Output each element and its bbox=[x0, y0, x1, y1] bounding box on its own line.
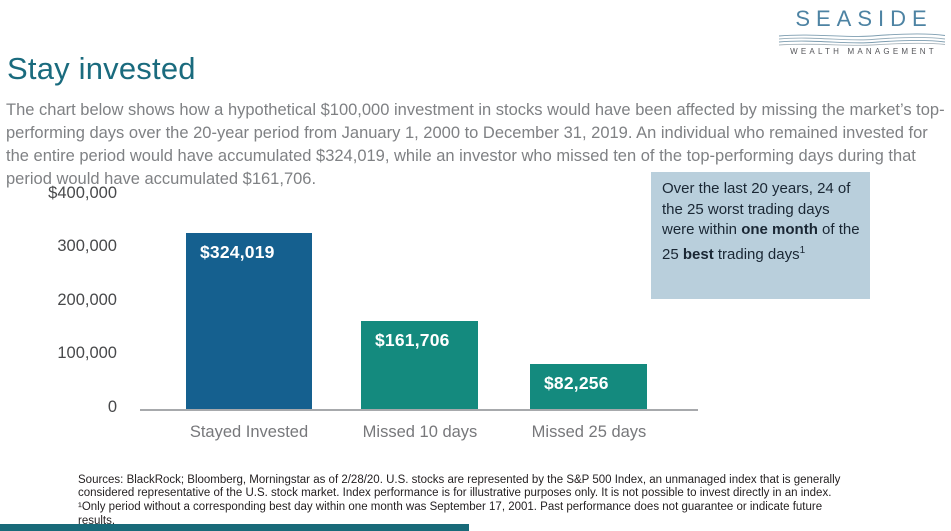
bottom-accent-bar bbox=[0, 524, 469, 531]
y-axis-tick: $400,000 bbox=[48, 184, 117, 202]
y-axis-tick: 200,000 bbox=[57, 291, 117, 309]
bar-0: $324,019 bbox=[186, 233, 312, 409]
x-axis-label: Missed 25 days bbox=[531, 423, 647, 441]
bar-value-label: $324,019 bbox=[200, 242, 275, 262]
bar-2: $82,256 bbox=[530, 364, 647, 409]
bar-value-label: $161,706 bbox=[375, 330, 450, 350]
logo-tagline: WEALTH MANAGEMENT bbox=[790, 47, 937, 56]
y-axis-tick: 100,000 bbox=[57, 344, 117, 362]
y-axis-tick: 300,000 bbox=[57, 237, 117, 255]
x-axis-label: Stayed Invested bbox=[189, 423, 309, 441]
bar-1: $161,706 bbox=[361, 321, 478, 409]
wave-lines-icon bbox=[778, 33, 946, 46]
callout-box: Over the last 20 years, 24 of the 25 wor… bbox=[651, 172, 870, 299]
sources-footnote: Sources: BlackRock; Bloomberg, Morningst… bbox=[78, 473, 841, 527]
x-axis-line bbox=[140, 409, 698, 411]
callout-text: Over the last 20 years, 24 of the 25 wor… bbox=[662, 180, 860, 263]
page-title: Stay invested bbox=[7, 50, 196, 86]
bar-value-label: $82,256 bbox=[544, 373, 609, 393]
logo-name: SEASIDE bbox=[795, 6, 933, 31]
intro-paragraph: The chart below shows how a hypothetical… bbox=[6, 100, 945, 188]
y-axis-tick: 0 bbox=[107, 398, 117, 416]
x-axis-label: Missed 10 days bbox=[362, 423, 478, 441]
company-logo: SEASIDE WEALTH MANAGEMENT bbox=[777, 6, 947, 56]
